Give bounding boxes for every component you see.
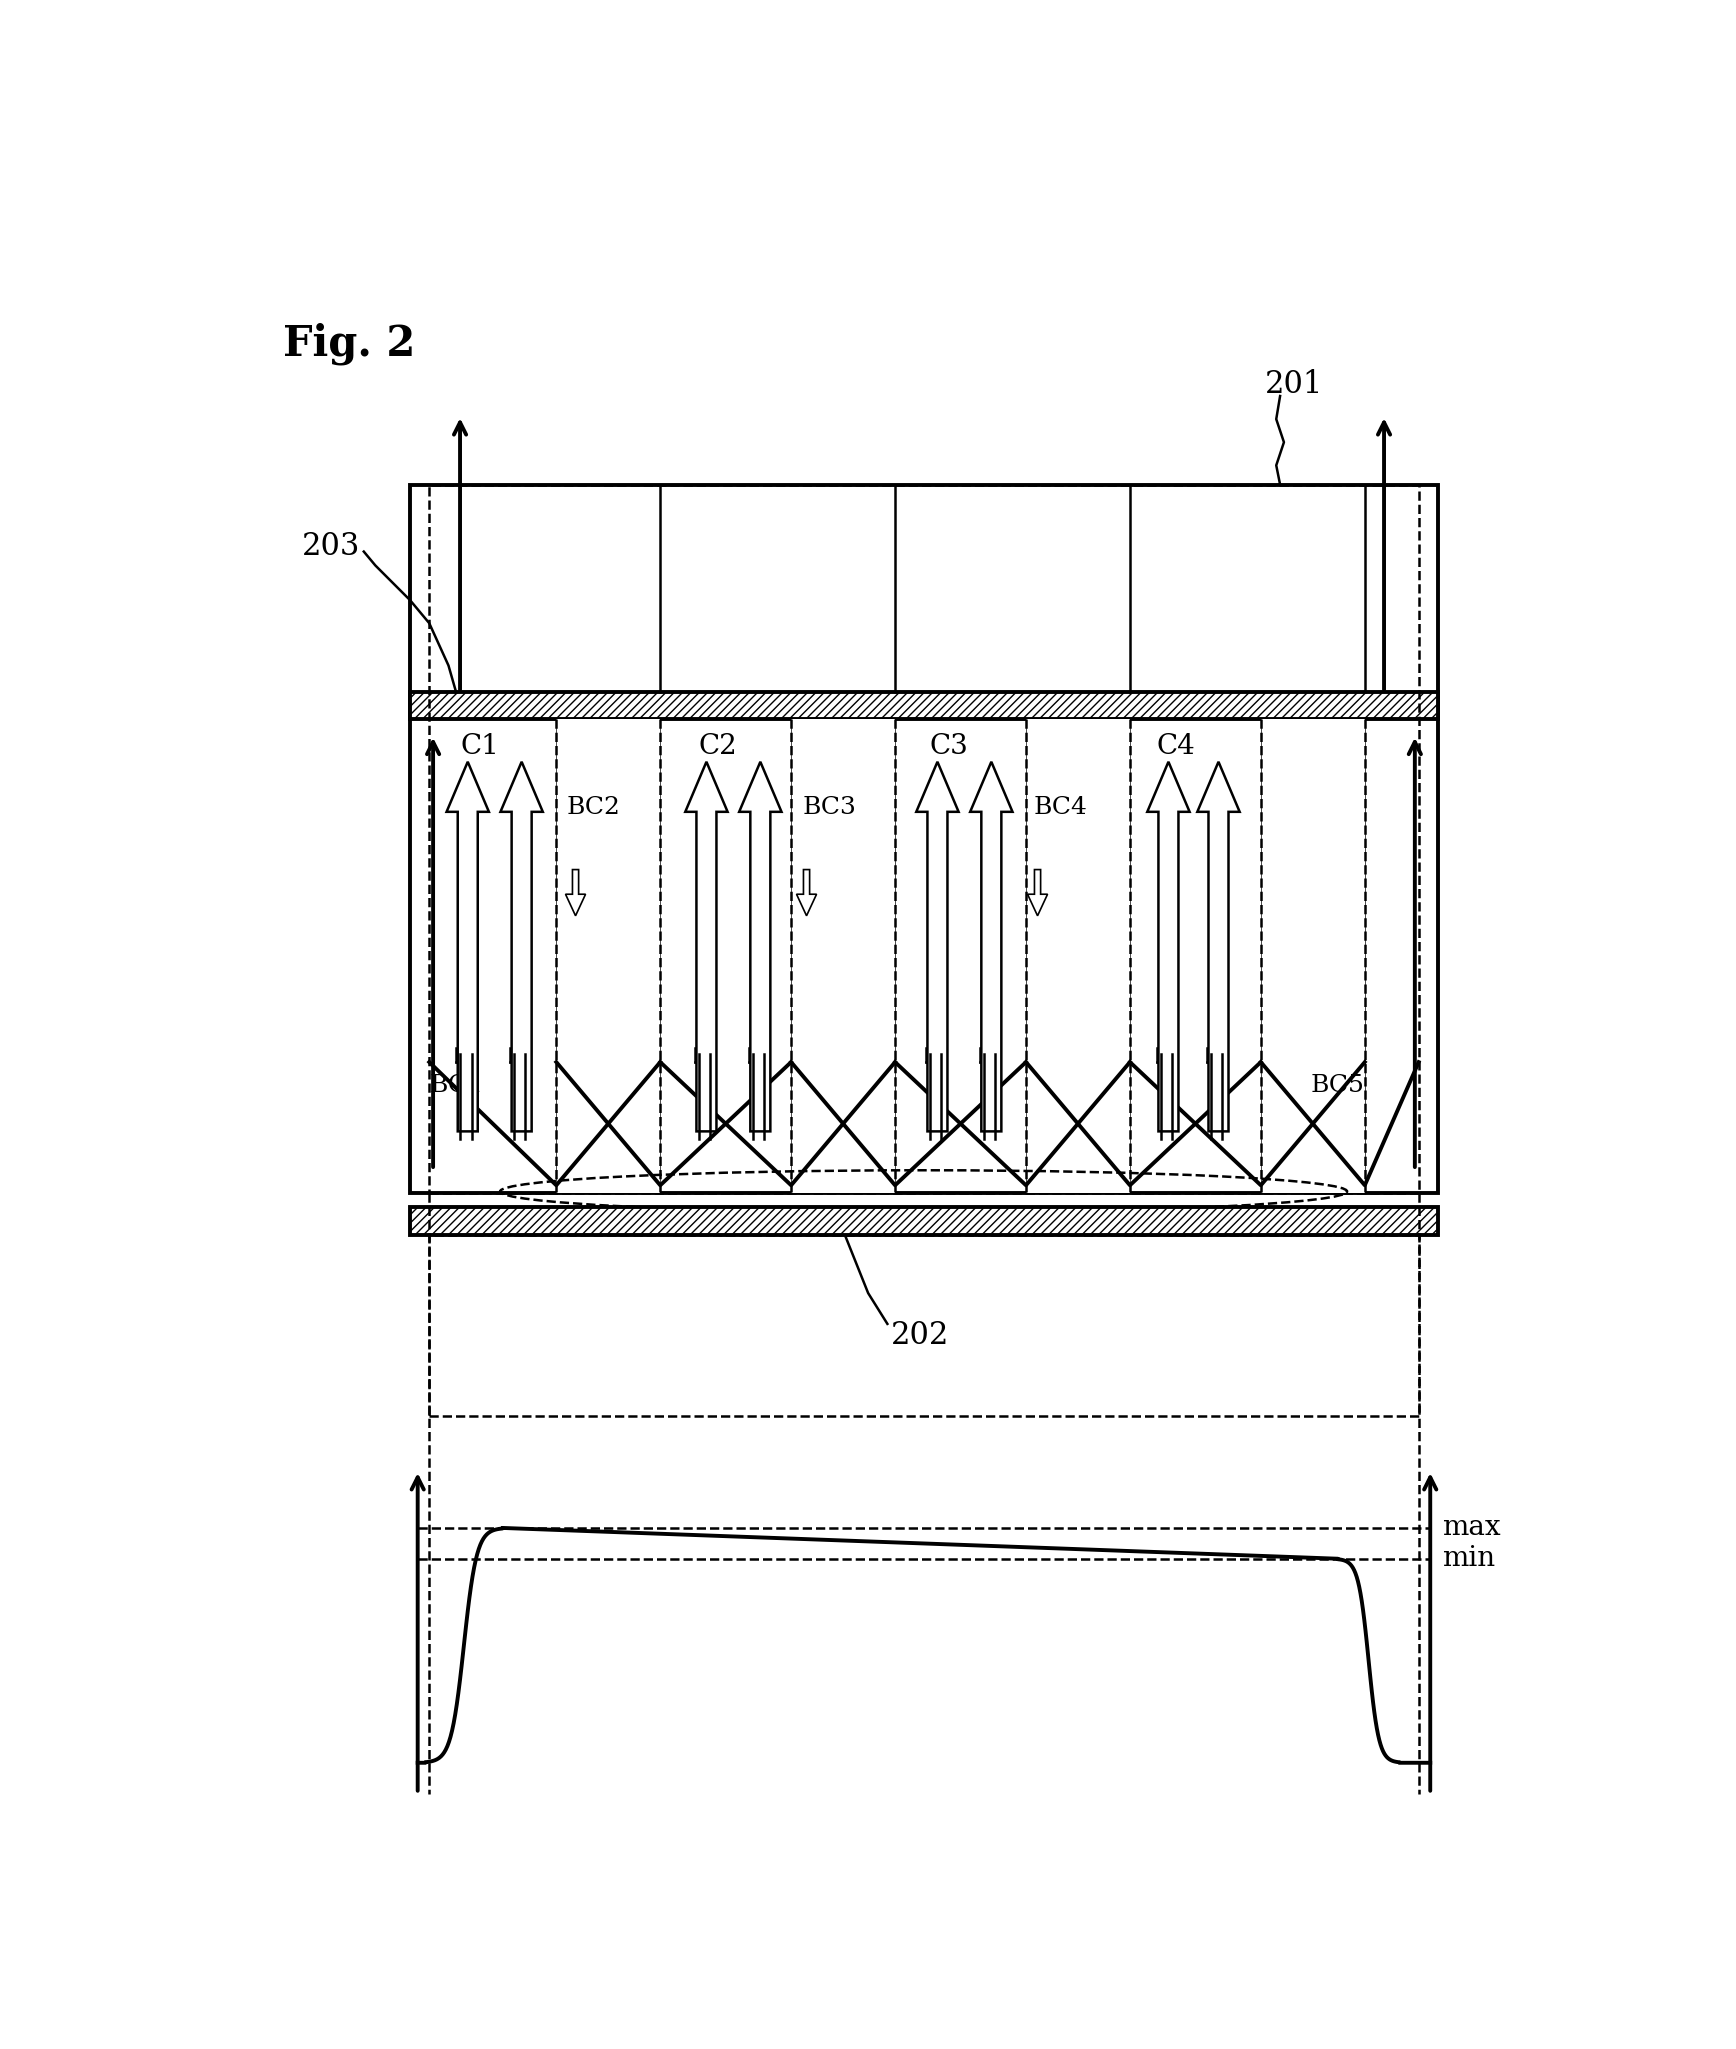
Text: min: min xyxy=(1443,1545,1495,1572)
Text: Fig. 2: Fig. 2 xyxy=(283,324,415,365)
FancyArrow shape xyxy=(970,762,1012,1131)
FancyArrow shape xyxy=(797,869,816,916)
FancyArrow shape xyxy=(1198,762,1240,1131)
FancyArrow shape xyxy=(740,762,781,1131)
Bar xyxy=(410,484,1437,1193)
Text: C3: C3 xyxy=(930,734,969,760)
Text: BC4: BC4 xyxy=(1033,797,1087,820)
Bar xyxy=(556,719,660,1193)
Bar xyxy=(410,1207,1437,1236)
Text: max: max xyxy=(1443,1514,1500,1541)
FancyArrow shape xyxy=(686,762,727,1131)
Text: 202: 202 xyxy=(891,1320,950,1350)
Text: 201: 201 xyxy=(1266,369,1323,400)
Bar xyxy=(792,719,896,1193)
Text: BC1: BC1 xyxy=(429,1074,483,1096)
Bar xyxy=(410,693,1437,719)
FancyArrow shape xyxy=(1028,869,1047,916)
Text: 203: 203 xyxy=(302,531,361,561)
Bar xyxy=(429,1236,1418,1416)
Bar xyxy=(1026,719,1130,1193)
Text: BC2: BC2 xyxy=(566,797,620,820)
FancyArrow shape xyxy=(566,869,585,916)
Text: C1: C1 xyxy=(460,734,498,760)
Text: C2: C2 xyxy=(698,734,738,760)
FancyArrow shape xyxy=(917,762,958,1131)
Text: C4: C4 xyxy=(1156,734,1196,760)
Bar xyxy=(1260,719,1364,1193)
FancyArrow shape xyxy=(446,762,490,1131)
FancyArrow shape xyxy=(500,762,543,1131)
Text: BC5: BC5 xyxy=(1311,1074,1364,1096)
Bar xyxy=(429,484,1418,1193)
Text: BC3: BC3 xyxy=(802,797,856,820)
FancyArrow shape xyxy=(1147,762,1189,1131)
